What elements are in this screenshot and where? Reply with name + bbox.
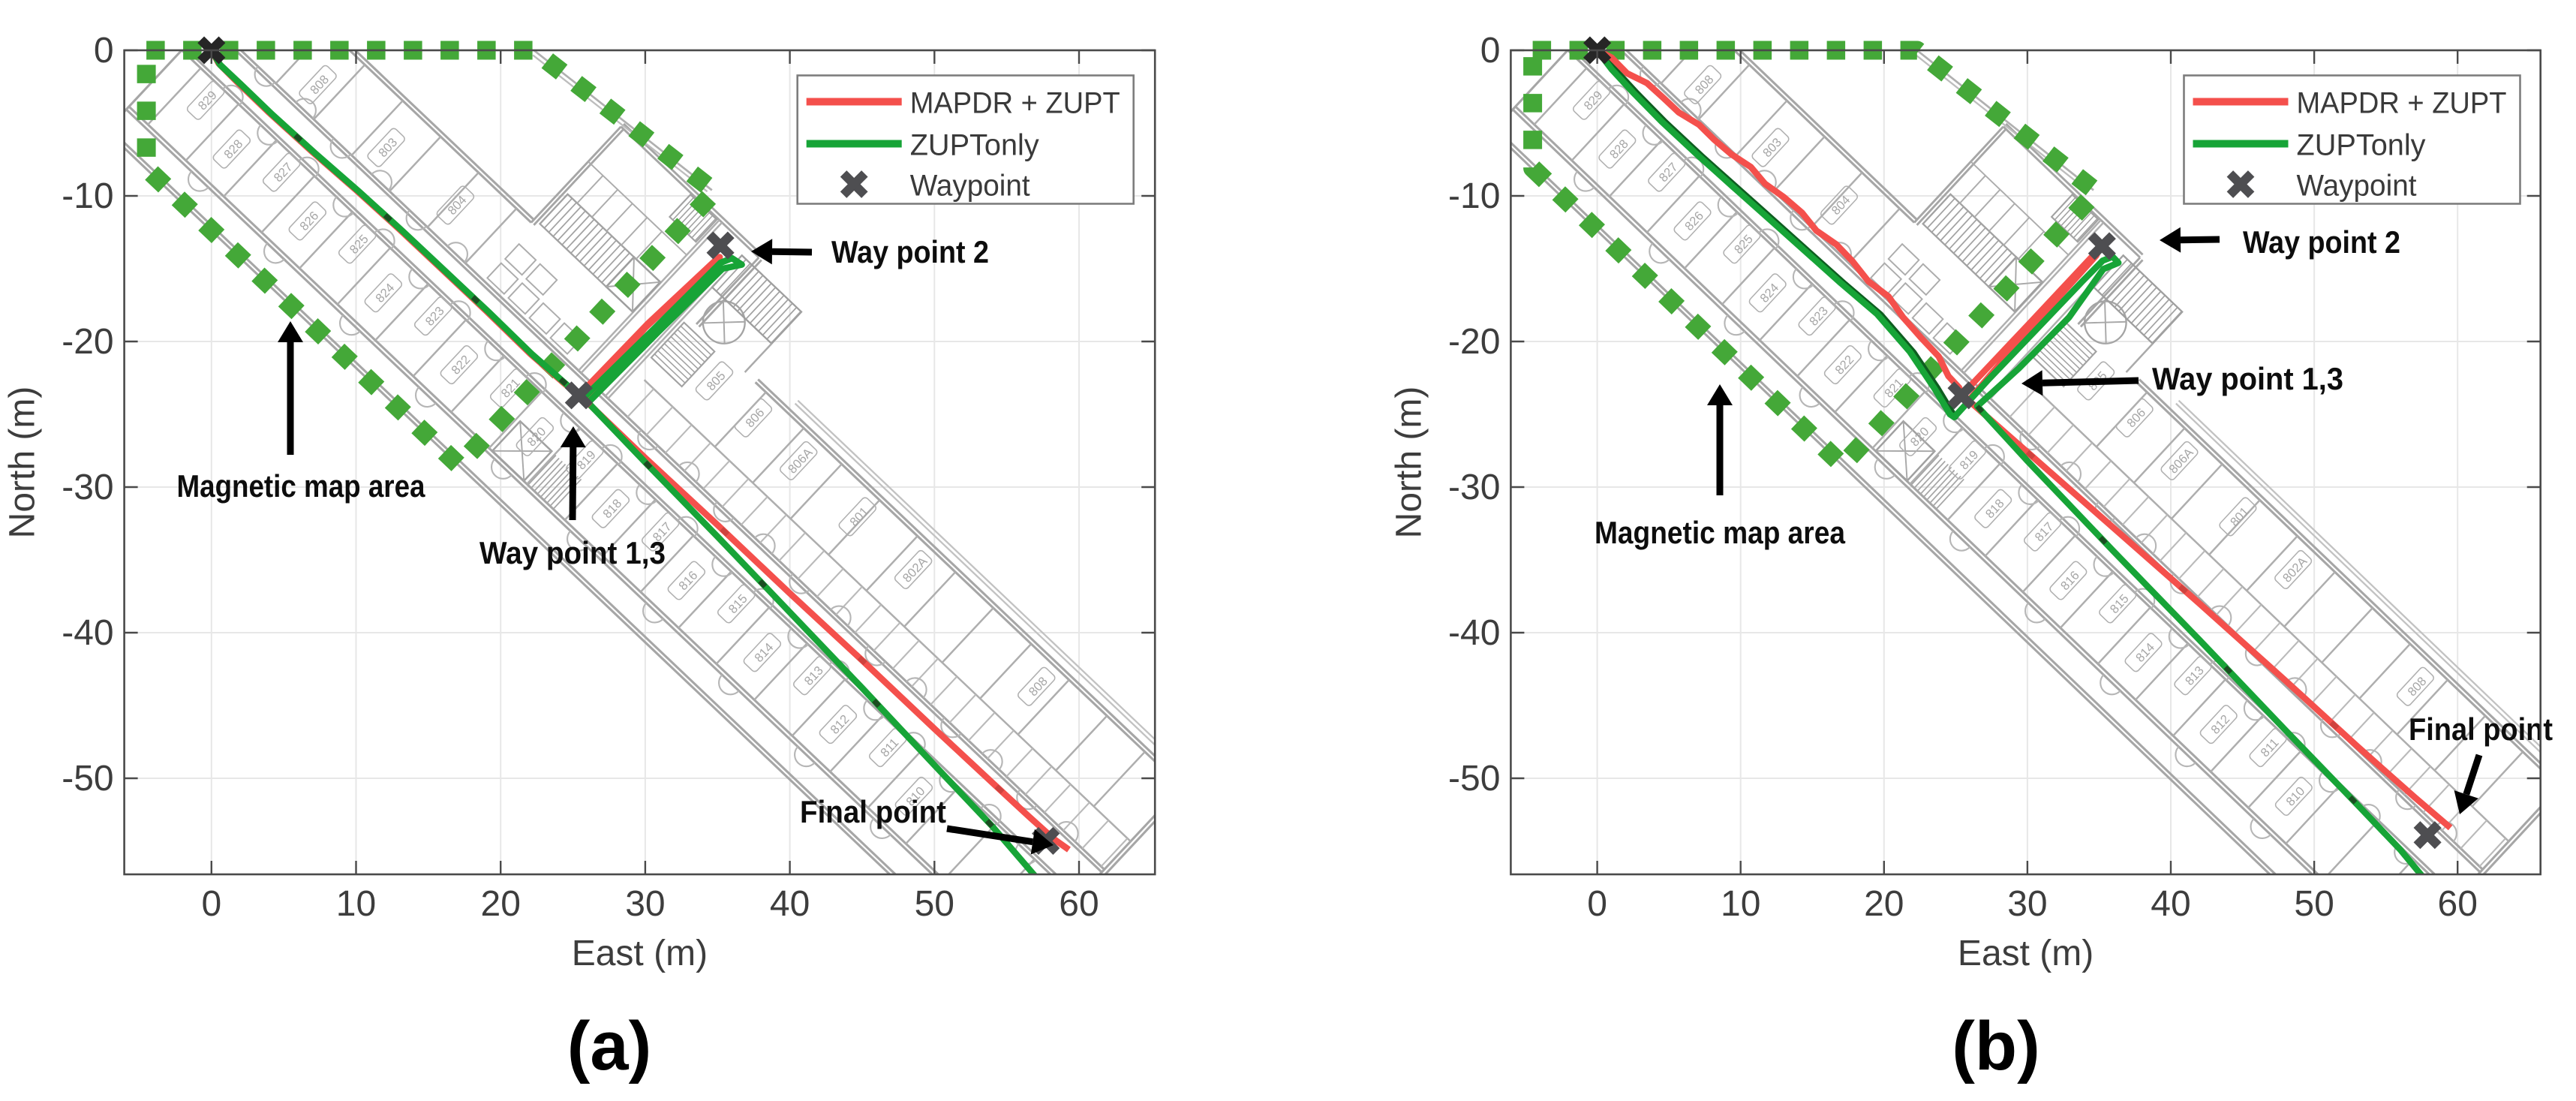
svg-text:50: 50 <box>2294 884 2334 924</box>
svg-text:East (m): East (m) <box>1958 934 2094 973</box>
svg-text:60: 60 <box>2438 884 2478 924</box>
svg-text:10: 10 <box>336 884 376 924</box>
svg-text:60: 60 <box>1059 884 1099 924</box>
svg-text:(b): (b) <box>1952 1008 2039 1084</box>
svg-text:Way point 2: Way point 2 <box>2243 224 2400 260</box>
svg-text:0: 0 <box>1480 31 1501 71</box>
svg-text:-50: -50 <box>62 759 113 799</box>
svg-text:(a): (a) <box>567 1008 651 1084</box>
svg-text:-10: -10 <box>62 176 113 216</box>
svg-text:MAPDR + ZUPT: MAPDR + ZUPT <box>910 87 1120 120</box>
svg-text:North (m): North (m) <box>3 387 43 539</box>
svg-text:-50: -50 <box>1448 759 1500 799</box>
svg-text:Magnetic map area: Magnetic map area <box>177 468 426 504</box>
svg-text:Waypoint: Waypoint <box>2297 170 2417 203</box>
svg-text:0: 0 <box>94 31 114 71</box>
svg-text:Way point 1,3: Way point 1,3 <box>2152 361 2343 396</box>
svg-text:40: 40 <box>770 884 810 924</box>
svg-text:East (m): East (m) <box>572 934 708 973</box>
svg-text:North (m): North (m) <box>1389 387 1429 539</box>
svg-text:0: 0 <box>201 884 221 924</box>
svg-text:20: 20 <box>481 884 521 924</box>
svg-text:Waypoint: Waypoint <box>910 170 1030 203</box>
svg-text:50: 50 <box>915 884 954 924</box>
svg-text:20: 20 <box>1864 884 1904 924</box>
svg-text:-20: -20 <box>62 322 113 362</box>
svg-text:-40: -40 <box>62 613 113 653</box>
svg-text:-20: -20 <box>1448 322 1500 362</box>
svg-text:ZUPTonly: ZUPTonly <box>2297 129 2426 162</box>
svg-text:-10: -10 <box>1448 176 1500 216</box>
svg-text:-30: -30 <box>1448 468 1500 507</box>
svg-text:ZUPTonly: ZUPTonly <box>910 129 1039 162</box>
svg-text:MAPDR + ZUPT: MAPDR + ZUPT <box>2297 87 2507 120</box>
svg-text:Final point: Final point <box>800 794 946 829</box>
svg-text:Final point: Final point <box>2409 711 2553 747</box>
svg-text:30: 30 <box>2007 884 2047 924</box>
svg-text:-40: -40 <box>1448 613 1500 653</box>
svg-text:40: 40 <box>2151 884 2190 924</box>
svg-text:Way point 2: Way point 2 <box>831 234 989 269</box>
svg-text:-30: -30 <box>62 468 113 507</box>
svg-text:30: 30 <box>625 884 665 924</box>
svg-text:Magnetic map area: Magnetic map area <box>1595 515 1846 550</box>
svg-text:0: 0 <box>1587 884 1607 924</box>
svg-text:Way point 1,3: Way point 1,3 <box>479 535 666 570</box>
svg-text:10: 10 <box>1721 884 1760 924</box>
